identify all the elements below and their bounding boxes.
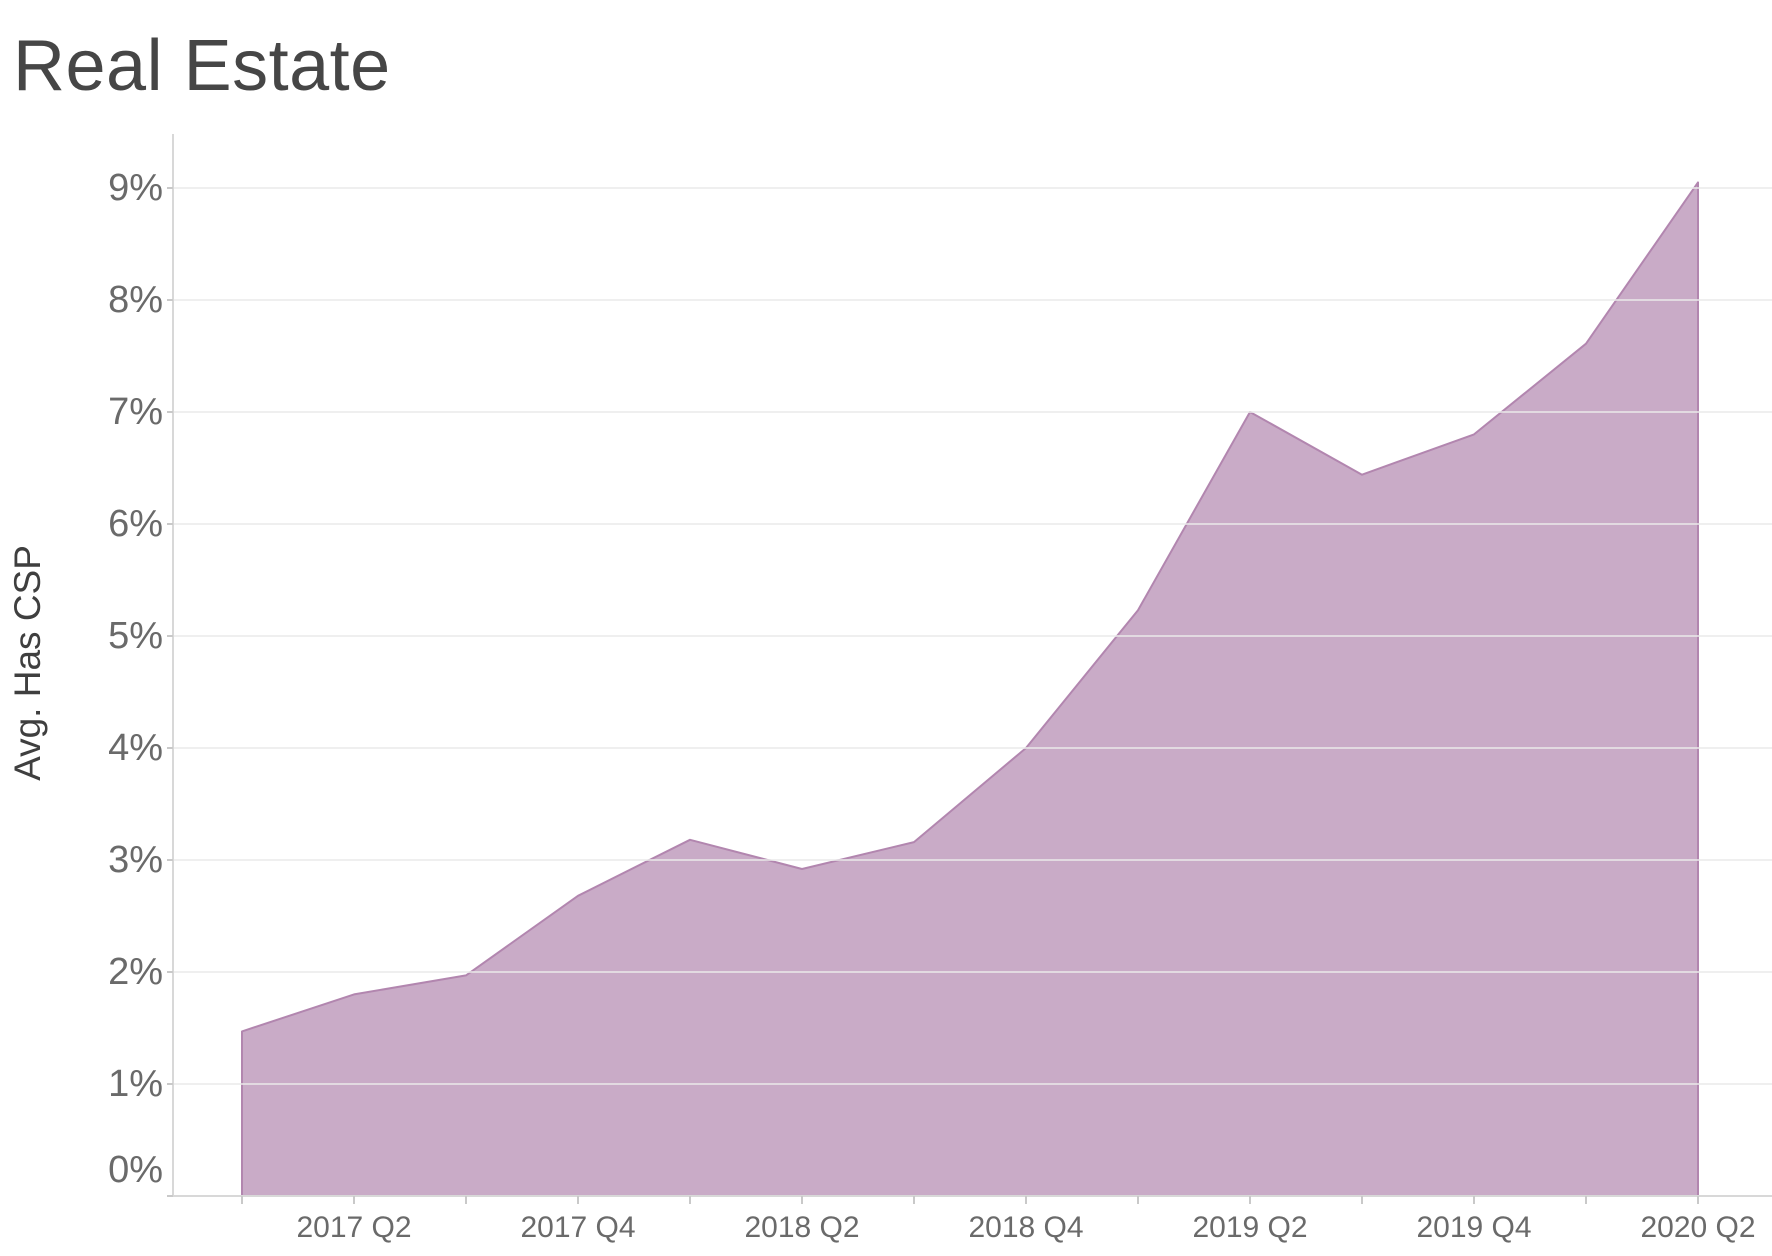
x-tick-label: 2019 Q2	[1192, 1211, 1307, 1244]
x-tick-label: 2018 Q2	[744, 1211, 859, 1244]
y-tick-label: 9%	[108, 167, 163, 209]
y-tick-label: 4%	[108, 727, 163, 769]
gridlines	[174, 187, 1772, 1085]
x-axis-tick-labels: 2017 Q2 2017 Q4 2018 Q2 2018 Q4 2019 Q2 2019 …	[296, 1211, 1755, 1244]
x-tick-label: 2017 Q2	[296, 1211, 411, 1244]
y-axis-title: Avg. Has CSP	[7, 545, 48, 781]
y-tick-label: 5%	[108, 615, 163, 657]
y-tick-label: 6%	[108, 503, 163, 545]
y-tick-label: 2%	[108, 951, 163, 993]
chart-title: Real Estate	[13, 26, 391, 106]
y-tick-label: 7%	[108, 391, 163, 433]
y-tick-label: 8%	[108, 279, 163, 321]
x-tick-label: 2020 Q2	[1640, 1211, 1755, 1244]
x-tick-label: 2017 Q4	[520, 1211, 635, 1244]
area-mark[interactable]	[241, 181, 1699, 1197]
x-tick-label: 2019 Q4	[1416, 1211, 1531, 1244]
y-tick-label: 3%	[108, 839, 163, 881]
y-tick-label: 1%	[108, 1063, 163, 1105]
x-tick-label: 2018 Q4	[968, 1211, 1083, 1244]
y-tick-label: 0%	[108, 1149, 163, 1191]
y-axis-ticks	[167, 187, 173, 1197]
x-axis-ticks	[241, 1196, 1699, 1204]
y-axis-tick-labels: 0% 1% 2% 3% 4% 5% 6% 7% 8% 9%	[108, 167, 163, 1191]
